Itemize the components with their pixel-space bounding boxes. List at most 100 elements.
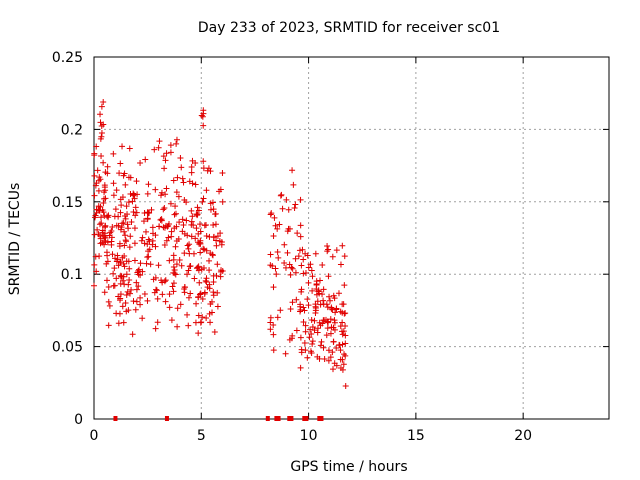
data-point [170, 288, 177, 295]
data-point [321, 317, 328, 324]
data-point [181, 250, 188, 257]
data-point [214, 261, 221, 268]
data-point [281, 241, 288, 248]
data-point [313, 286, 320, 293]
data-point [152, 325, 159, 332]
data-point [297, 233, 304, 240]
data-point [218, 241, 225, 248]
data-point [100, 159, 107, 166]
data-point [312, 307, 319, 314]
data-point [98, 220, 105, 227]
data-point [157, 192, 164, 199]
data-point [273, 271, 280, 278]
data-point [126, 277, 133, 284]
data-point [200, 165, 207, 172]
data-point [341, 253, 348, 260]
data-point [330, 338, 337, 345]
data-point [196, 221, 203, 228]
data-point [267, 319, 274, 326]
data-point [209, 251, 216, 258]
data-point [321, 355, 328, 362]
data-point-zero [274, 416, 279, 421]
data-point [327, 354, 334, 361]
data-point [172, 210, 179, 217]
data-point [339, 356, 346, 363]
data-point [101, 289, 108, 296]
data-point [167, 149, 174, 156]
data-point [332, 309, 339, 316]
data-point [291, 205, 298, 212]
data-point [300, 256, 307, 263]
data-point [188, 163, 195, 170]
data-point [341, 351, 348, 358]
data-point [133, 298, 140, 305]
data-point [189, 180, 196, 187]
data-point [126, 244, 133, 251]
data-point [161, 241, 168, 248]
data-point [277, 307, 284, 314]
data-point [145, 210, 152, 217]
data-point [203, 314, 210, 321]
data-point [323, 332, 330, 339]
data-point [159, 291, 166, 298]
data-point [204, 284, 211, 291]
data-point [142, 228, 149, 235]
data-point [331, 317, 338, 324]
data-point [189, 213, 196, 220]
data-point [116, 240, 123, 247]
data-point [194, 204, 201, 211]
data-point [279, 205, 286, 212]
data-point [168, 228, 175, 235]
data-point [325, 357, 332, 364]
data-point [99, 227, 106, 234]
data-point [95, 203, 102, 210]
data-point [168, 317, 175, 324]
data-point [181, 283, 188, 290]
data-point [305, 302, 312, 309]
data-point [121, 228, 128, 235]
data-point [337, 308, 344, 315]
data-point [124, 211, 131, 218]
data-point [197, 228, 204, 235]
data-point [98, 103, 105, 110]
data-point [214, 233, 221, 240]
data-point [139, 268, 146, 275]
data-point [144, 254, 151, 261]
data-point [270, 331, 277, 338]
data-point [152, 186, 159, 193]
data-point [288, 264, 295, 271]
data-point [173, 261, 180, 268]
data-point [131, 195, 138, 202]
data-point [327, 330, 334, 337]
data-point [305, 279, 312, 286]
data-point [328, 304, 335, 311]
data-point [145, 253, 152, 260]
data-point [197, 290, 204, 297]
data-point [102, 195, 109, 202]
data-point [117, 295, 124, 302]
data-point [154, 295, 161, 302]
data-point [325, 347, 332, 354]
data-point [186, 241, 193, 248]
data-point [138, 237, 145, 244]
data-point [161, 165, 168, 172]
data-point [190, 222, 197, 229]
data-point-zero [289, 416, 294, 421]
data-point [188, 169, 195, 176]
data-point [162, 191, 169, 198]
data-point [183, 199, 190, 206]
data-point [116, 310, 123, 317]
data-point [184, 271, 191, 278]
data-point [305, 264, 312, 271]
data-point [337, 323, 344, 330]
data-point [270, 232, 277, 239]
data-point [91, 282, 98, 289]
data-point [295, 253, 302, 260]
data-point [184, 311, 191, 318]
data-point [318, 338, 325, 345]
data-point [285, 206, 292, 213]
data-point [137, 294, 144, 301]
data-point [158, 217, 165, 224]
data-point [108, 238, 115, 245]
data-point [105, 298, 112, 305]
